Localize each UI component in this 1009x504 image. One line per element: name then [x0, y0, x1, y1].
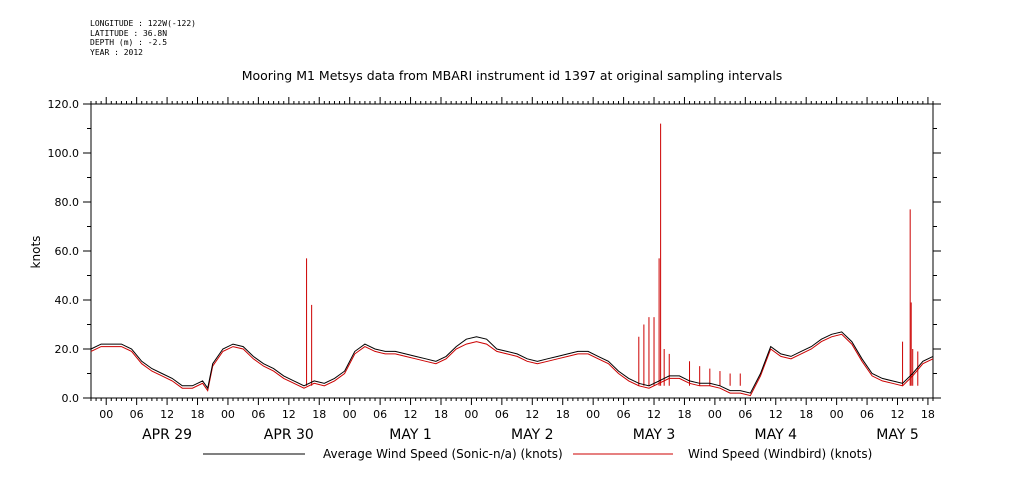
chart-title: Mooring M1 Metsys data from MBARI instru…	[242, 68, 783, 83]
x-tick-label: 06	[251, 408, 265, 421]
day-label: MAY 3	[633, 427, 675, 443]
x-tick-label: 06	[617, 408, 631, 421]
x-tick-label: 06	[738, 408, 752, 421]
x-tick-label: 18	[312, 408, 326, 421]
x-tick-label: 00	[99, 408, 113, 421]
y-tick-labels: 0.0 20.0 40.0 60.0 80.0 100.0 120.0	[48, 98, 80, 405]
x-tick-label: 06	[130, 408, 144, 421]
x-tick-label: 12	[160, 408, 174, 421]
x-tick-label: 00	[830, 408, 844, 421]
series-line-windbird	[90, 333, 934, 397]
legend: Average Wind Speed (Sonic-n/a) (knots) W…	[203, 447, 872, 461]
longitude-label: LONGITUDE : 122W(-122)	[90, 19, 196, 28]
y-tick-label: 60.0	[55, 245, 80, 258]
y-tick-label: 100.0	[48, 147, 80, 160]
series-layer	[90, 123, 934, 397]
x-tick-label: 06	[495, 408, 509, 421]
x-tick-label: 18	[799, 408, 813, 421]
day-label: MAY 4	[755, 427, 798, 443]
x-tick-label: 18	[556, 408, 570, 421]
x-tick-label: 18	[921, 408, 935, 421]
x-tick-label: 06	[860, 408, 874, 421]
day-label: MAY 5	[876, 427, 918, 443]
day-labels: APR 29 APR 30 MAY 1 MAY 2 MAY 3 MAY 4 MAY 5	[142, 427, 919, 443]
x-tick-label: 18	[191, 408, 205, 421]
day-label: APR 29	[142, 427, 192, 443]
legend-label-average: Average Wind Speed (Sonic-n/a) (knots)	[323, 447, 563, 461]
x-tick-label: 00	[708, 408, 722, 421]
x-tick-label: 12	[647, 408, 661, 421]
depth-label: DEPTH (m) : -2.5	[90, 38, 168, 47]
x-tick-label: 00	[464, 408, 478, 421]
year-label: YEAR : 2012	[90, 47, 143, 57]
latitude-label: LATITUDE : 36.8N	[90, 28, 168, 38]
x-tick-label: 18	[434, 408, 448, 421]
legend-label-windbird: Wind Speed (Windbird) (knots)	[688, 447, 872, 461]
x-tick-label: 12	[890, 408, 904, 421]
y-tick-label: 80.0	[55, 196, 80, 209]
x-tick-label: 00	[343, 408, 357, 421]
y-tick-label: 0.0	[62, 392, 80, 405]
y-tick-label: 20.0	[55, 343, 80, 356]
x-tick-label: 18	[677, 408, 691, 421]
day-label: MAY 2	[511, 427, 553, 443]
x-tick-label: 12	[769, 408, 783, 421]
y-tick-label: 40.0	[55, 294, 80, 307]
y-tick-label: 120.0	[48, 98, 80, 111]
x-tick-labels: 00 06 12 18 00 06 12 18 00 06 12 18 00 06 12 18 00 06 12 18…	[99, 408, 935, 421]
series-line-average	[90, 331, 934, 394]
x-tick-label: 00	[221, 408, 235, 421]
x-tick-label: 12	[525, 408, 539, 421]
plot-frame	[90, 103, 934, 399]
y-axis-label: knots	[29, 236, 43, 269]
x-tick-label: 12	[282, 408, 296, 421]
day-label: MAY 1	[389, 427, 431, 443]
x-tick-label: 12	[404, 408, 418, 421]
x-tick-label: 00	[586, 408, 600, 421]
axis-ticks	[83, 97, 941, 405]
day-label: APR 30	[264, 427, 314, 443]
metadata-block: LONGITUDE : 122W(-122) LATITUDE : 36.8N …	[90, 19, 196, 57]
x-tick-label: 06	[373, 408, 387, 421]
